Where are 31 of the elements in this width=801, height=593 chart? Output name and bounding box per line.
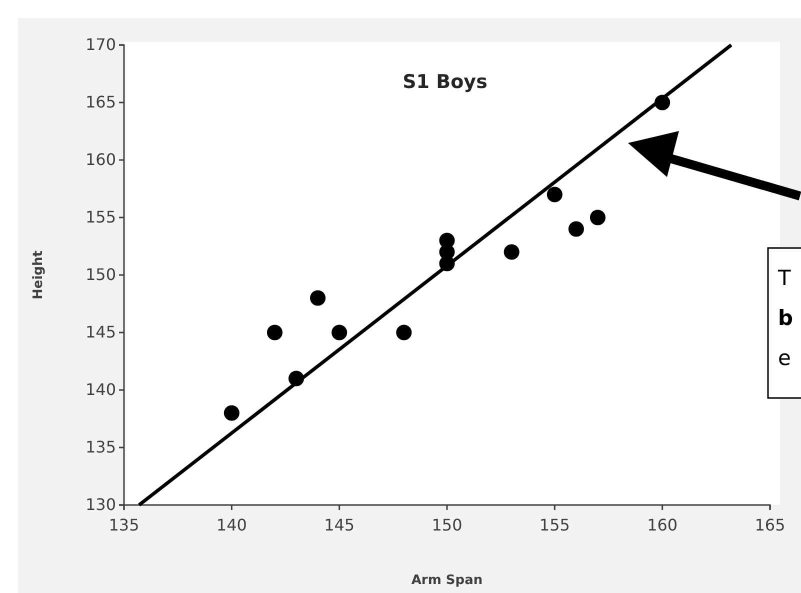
point <box>590 210 606 226</box>
y-tick-label: 145 <box>85 322 116 342</box>
point <box>504 244 520 260</box>
point <box>332 324 348 340</box>
y-tick-label: 150 <box>85 265 116 284</box>
text: b <box>778 306 794 330</box>
text: T <box>777 266 791 290</box>
y-tick-label: 160 <box>85 150 116 170</box>
y-tick-label: 165 <box>85 92 116 112</box>
text: e <box>778 346 791 370</box>
x-tick-label: 155 <box>539 516 570 535</box>
y-tick-label: 170 <box>85 35 116 54</box>
point <box>266 324 283 340</box>
point <box>310 290 326 306</box>
x-tick-label: 140 <box>216 516 247 535</box>
x-axis-title: Arm Span <box>411 573 483 588</box>
point <box>568 221 584 237</box>
x-tick-label: 145 <box>324 516 355 535</box>
point <box>546 186 562 202</box>
point <box>396 324 412 340</box>
x-tick-label: 150 <box>432 516 462 535</box>
y-axis-title: Height <box>31 250 46 300</box>
text: S1 Boys <box>402 71 488 93</box>
y-tick-label: 140 <box>85 380 116 400</box>
x-tick-label: 165 <box>754 516 786 535</box>
point <box>224 405 240 421</box>
x-tick-label: 135 <box>108 516 140 535</box>
y-tick-label: 155 <box>85 208 116 227</box>
y-tick-label: 130 <box>85 495 116 514</box>
y-tick-label: 135 <box>85 438 116 457</box>
x-tick-label: 160 <box>647 516 678 535</box>
